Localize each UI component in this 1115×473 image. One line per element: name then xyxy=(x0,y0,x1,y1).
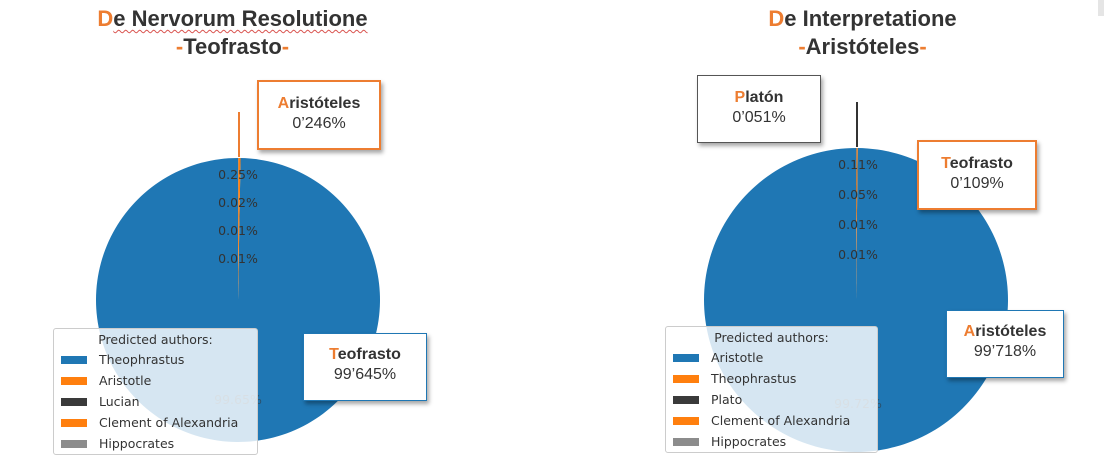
chart1-title-line: De Nervorum Resolutione xyxy=(60,5,405,33)
legend-label: Plato xyxy=(711,392,743,407)
legend-swatch xyxy=(673,437,699,446)
legend-swatch xyxy=(673,416,699,425)
chart2-subtitle-line: -Aristóteles- xyxy=(690,33,1035,61)
callout-name: Platón xyxy=(698,89,820,107)
legend-item: Hippocrates xyxy=(54,433,257,454)
chart2-pct-label: 0.01% xyxy=(838,217,878,232)
legend-swatch xyxy=(61,418,87,427)
chart1-pct-label: 0.01% xyxy=(218,223,258,238)
chart2-legend: Predicted authors: Aristotle Theophrastu… xyxy=(665,326,878,453)
legend-label: Hippocrates xyxy=(711,434,787,449)
scrollbar-thumb[interactable] xyxy=(1098,0,1104,16)
callout-name: Teofrasto xyxy=(304,346,426,364)
legend-title: Predicted authors: xyxy=(98,332,213,347)
chart1-subtitle-dash-right: - xyxy=(281,34,290,59)
callout-value: 99’718% xyxy=(973,343,1037,360)
chart2-pct-label: 0.01% xyxy=(838,247,878,262)
chart1-callout-aristoteles: Aristóteles 0’246% xyxy=(257,80,381,150)
callout-value: 0’246% xyxy=(292,115,346,132)
chart1-pct-label: 0.01% xyxy=(218,251,258,266)
callout-name-rest: latón xyxy=(745,89,784,106)
callout-initial: T xyxy=(941,155,950,172)
callout-name-rest: ristóteles xyxy=(289,95,361,112)
legend-label: Lucian xyxy=(99,394,140,409)
chart1-title: De Nervorum Resolutione -Teofrasto- xyxy=(60,5,405,61)
callout-name-rest: eofrasto xyxy=(337,346,401,363)
legend-swatch xyxy=(673,353,699,362)
chart2-slice-theophrastus xyxy=(856,148,858,300)
chart2-title-text: e Interpretatione xyxy=(784,6,957,31)
chart2-callout-platon: Platón 0’051% xyxy=(697,75,821,143)
callout-name: Aristóteles xyxy=(947,323,1063,341)
callout-initial: T xyxy=(329,346,338,363)
chart2-subtitle: Aristóteles xyxy=(805,34,920,59)
chart2-callout-teofrasto: Teofrasto 0’109% xyxy=(917,140,1037,210)
legend-item: Aristotle xyxy=(54,370,257,391)
callout-initial: P xyxy=(734,89,746,106)
callout-name-rest: ristóteles xyxy=(975,323,1047,340)
chart2-title: De Interpretatione -Aristóteles- xyxy=(690,5,1035,61)
chart2-subtitle-dash-right: - xyxy=(919,34,927,59)
chart1-subtitle-dash-left: - xyxy=(175,34,184,59)
legend-swatch xyxy=(673,374,699,383)
chart2-slice-plato xyxy=(856,148,857,300)
legend-item: Theophrastus xyxy=(666,368,877,389)
legend-item: Clement of Alexandria xyxy=(666,410,877,431)
callout-name: Aristóteles xyxy=(259,95,379,113)
chart2-callout-aristoteles: Aristóteles 99’718% xyxy=(946,310,1064,378)
legend-item: Plato xyxy=(666,389,877,410)
chart1-subtitle-line: -Teofrasto- xyxy=(60,33,405,61)
callout-value: 0’051% xyxy=(732,109,786,126)
legend-item: Aristotle xyxy=(666,347,877,368)
chart1-slice-aristotle xyxy=(238,158,241,300)
callout-name-rest: eofrasto xyxy=(949,155,1013,172)
legend-label: Clement of Alexandria xyxy=(99,415,239,430)
legend-swatch xyxy=(61,355,87,364)
chart1-subtitle: Teofrasto xyxy=(183,34,282,59)
legend-swatch xyxy=(61,397,87,406)
chart1-title-initial: D xyxy=(97,6,114,31)
legend-label: Aristotle xyxy=(99,373,152,388)
legend-label: Theophrastus xyxy=(711,371,797,386)
callout-value: 99’645% xyxy=(333,366,397,383)
legend-item: Theophrastus xyxy=(54,349,257,370)
chart1-pct-label: 0.02% xyxy=(218,195,258,210)
legend-swatch xyxy=(61,376,87,385)
legend-label: Theophrastus xyxy=(99,352,185,367)
callout-initial: A xyxy=(277,95,290,112)
callout-name: Teofrasto xyxy=(919,155,1035,173)
legend-title: Predicted authors: xyxy=(714,330,829,345)
chart1-callout-teofrasto: Teofrasto 99’645% xyxy=(303,333,427,401)
chart1-pct-label: 0.25% xyxy=(218,167,258,182)
chart2-title-line: De Interpretatione xyxy=(690,5,1035,33)
chart1-legend: Predicted authors: Theophrastus Aristotl… xyxy=(53,328,258,455)
callout-initial: A xyxy=(963,323,976,340)
chart2-pct-label: 0.05% xyxy=(838,187,878,202)
chart1-title-text: e Nervorum Resolutione xyxy=(113,6,368,31)
legend-label: Clement of Alexandria xyxy=(711,413,851,428)
legend-swatch xyxy=(673,395,699,404)
legend-swatch xyxy=(61,439,87,448)
callout-value: 0’109% xyxy=(950,175,1004,192)
chart2-pct-label: 0.11% xyxy=(838,157,878,172)
legend-item: Clement of Alexandria xyxy=(54,412,257,433)
legend-item: Hippocrates xyxy=(666,431,877,452)
chart2-subtitle-dash-left: - xyxy=(798,34,806,59)
legend-label: Aristotle xyxy=(711,350,764,365)
chart2-title-initial: D xyxy=(768,6,785,31)
legend-label: Hippocrates xyxy=(99,436,175,451)
legend-item: Lucian xyxy=(54,391,257,412)
